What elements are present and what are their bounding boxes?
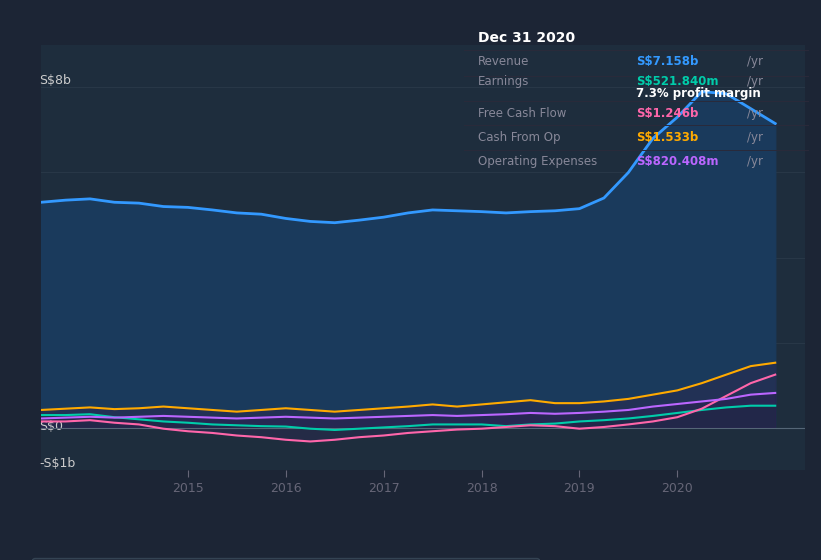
Text: Earnings: Earnings — [478, 75, 529, 88]
Text: Dec 31 2020: Dec 31 2020 — [478, 31, 575, 45]
Text: Revenue: Revenue — [478, 55, 529, 68]
Text: 7.3% profit margin: 7.3% profit margin — [636, 87, 761, 100]
Text: /yr: /yr — [746, 107, 763, 120]
Text: /yr: /yr — [746, 75, 763, 88]
Text: S$1.533b: S$1.533b — [636, 131, 699, 144]
Text: /yr: /yr — [746, 131, 763, 144]
Text: Operating Expenses: Operating Expenses — [478, 155, 597, 168]
Text: S$0: S$0 — [39, 420, 63, 433]
Text: Cash From Op: Cash From Op — [478, 131, 560, 144]
Legend: Revenue, Earnings, Free Cash Flow, Cash From Op, Operating Expenses: Revenue, Earnings, Free Cash Flow, Cash … — [32, 558, 539, 560]
Text: S$1.246b: S$1.246b — [636, 107, 699, 120]
Text: S$7.158b: S$7.158b — [636, 55, 699, 68]
Text: /yr: /yr — [746, 155, 763, 168]
Text: S$820.408m: S$820.408m — [636, 155, 718, 168]
Text: -S$1b: -S$1b — [39, 458, 76, 470]
Text: /yr: /yr — [746, 55, 763, 68]
Text: Free Cash Flow: Free Cash Flow — [478, 107, 566, 120]
Text: S$521.840m: S$521.840m — [636, 75, 718, 88]
Text: S$8b: S$8b — [39, 74, 71, 87]
